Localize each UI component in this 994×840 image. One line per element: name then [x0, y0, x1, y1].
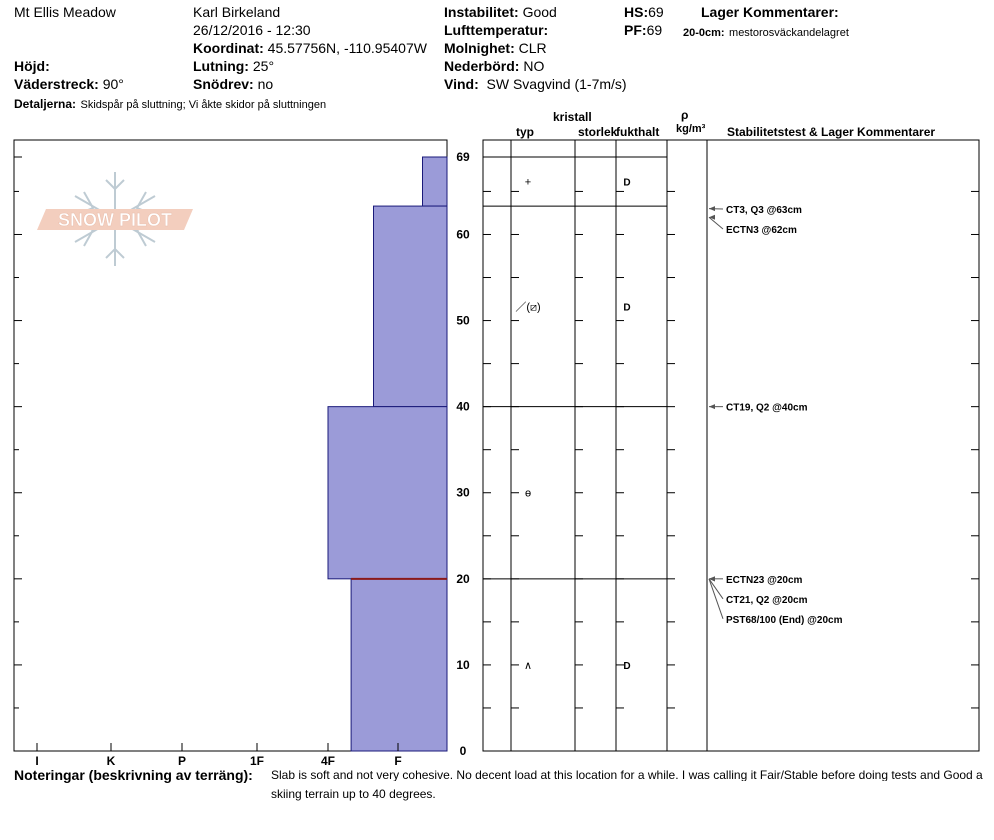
precipitation-label: Nederbörd:	[444, 58, 520, 74]
snow-drift-label: Snödrev:	[193, 76, 254, 92]
aspect: Väderstreck: 90°	[14, 77, 124, 91]
snow-pilot-logo: SNOW PILOT	[37, 172, 193, 266]
elevation-label: Höjd:	[14, 58, 50, 74]
crystal-type-symbol: ɵ	[525, 488, 531, 500]
stability-header: Stabilitetstest & Lager Kommentarer	[727, 125, 936, 139]
hardness-layer-bar	[373, 205, 448, 408]
hardness-label: F	[394, 754, 401, 768]
depth-label: 30	[456, 486, 470, 500]
crystal-type-symbol: ∧	[524, 660, 532, 672]
location-name: Mt Ellis Meadow	[14, 4, 116, 20]
layer-comment-depth: 20-0cm:	[683, 27, 725, 39]
crystal-size-header: storlek	[578, 125, 618, 139]
observation-datetime: 26/12/2016 - 12:30	[193, 22, 311, 38]
stability-test-label: PST68/100 (End) @20cm	[726, 615, 843, 626]
stability-test-label: CT21, Q2 @20cm	[726, 595, 808, 606]
moisture-value: D	[623, 302, 630, 313]
precipitation: Nederbörd: NO	[444, 59, 544, 73]
instability-label: Instabilitet:	[444, 4, 519, 20]
notes-label: Noteringar (beskrivning av terräng):	[14, 767, 253, 783]
snow-drift-value: no	[257, 76, 274, 92]
hardness-layer-bar	[422, 156, 448, 207]
aspect-label: Väderstreck:	[14, 76, 99, 92]
stability-test-leader	[708, 216, 724, 230]
depth-label: 0	[460, 744, 467, 758]
observer-name: Karl Birkeland	[193, 4, 281, 20]
slope: Lutning: 25°	[193, 59, 274, 73]
moisture-value: D	[623, 178, 630, 189]
stability-test-label: CT19, Q2 @40cm	[726, 403, 808, 414]
snow-height-label: HS:	[624, 4, 649, 20]
elevation: Höjd:	[14, 59, 50, 73]
hardness-label: P	[178, 754, 186, 768]
snow-drift: Snödrev: no	[193, 77, 273, 91]
notes-line-2: skiing terrain up to 40 degrees.	[271, 787, 436, 801]
coordinates-value: 45.57756N, -110.95407W	[267, 40, 427, 56]
logo-banner	[37, 209, 193, 230]
arrow-icon	[709, 576, 715, 582]
stability-test-label: ECTN23 @20cm	[726, 575, 803, 586]
air-temperature: Lufttemperatur:	[444, 23, 548, 37]
stability-test-label: ECTN3 @62cm	[726, 225, 797, 236]
depth-label: 60	[456, 227, 470, 241]
crystal-type-header: typ	[516, 125, 534, 139]
cloud-cover: Molnighet: CLR	[444, 41, 547, 55]
stability-test-label: CT3, Q3 @63cm	[726, 205, 802, 216]
penetration-foot-label: PF:	[624, 22, 647, 38]
arrow-icon	[709, 214, 715, 220]
instability: Instabilitet: Good	[444, 5, 557, 19]
crystal-header: kristall	[553, 110, 592, 124]
details-label: Detaljerna:	[14, 97, 77, 111]
crystal-type-symbol: ／(⧄)	[515, 300, 540, 313]
hardness-label: I	[35, 754, 38, 768]
notes-line-1: Slab is soft and not very cohesive. No d…	[271, 769, 983, 781]
depth-label: 40	[456, 400, 470, 414]
hardness-layer-bar	[327, 406, 448, 580]
hardness-label: 4F	[321, 754, 335, 768]
cloud-cover-label: Molnighet:	[444, 40, 515, 56]
snow-height: HS:69	[624, 5, 664, 19]
coordinates: Koordinat: 45.57756N, -110.95407W	[193, 41, 427, 55]
slope-value: 25°	[252, 58, 275, 74]
wind-value: SW Svagvind (1-7m/s)	[486, 76, 627, 92]
crystal-type-symbol: +	[525, 177, 531, 189]
layer-comment-text: mestorosväckandelagret	[729, 27, 849, 39]
penetration-foot-value: 69	[646, 22, 663, 38]
wind: Vind: SW Svagvind (1-7m/s)	[444, 77, 627, 91]
aspect-value: 90°	[102, 76, 124, 92]
air-temperature-label: Lufttemperatur:	[444, 22, 549, 38]
depth-label: 20	[456, 572, 470, 586]
moisture-value: D	[623, 661, 630, 672]
wind-label: Vind:	[444, 76, 479, 92]
depth-label: 10	[456, 658, 470, 672]
layer-comment: 20-0cm: mestorosväckandelagret	[683, 24, 849, 40]
logo-text: SNOW PILOT	[58, 210, 172, 230]
arrow-icon	[709, 206, 715, 212]
arrow-icon	[709, 404, 715, 410]
cloud-cover-value: CLR	[518, 40, 547, 56]
hardness-label: K	[107, 754, 116, 768]
depth-label: 69	[456, 150, 470, 164]
stability-test-leader	[708, 578, 724, 619]
layer-comments-title: Lager Kommentarer:	[701, 4, 839, 20]
snow-height-value: 69	[648, 4, 664, 20]
penetration-foot: PF:69	[624, 23, 662, 37]
details-value: Skidspår på sluttning; Vi åkte skidor på…	[80, 99, 327, 111]
depth-label: 50	[456, 314, 470, 328]
moisture-header: fukthalt	[616, 125, 660, 139]
instability-value: Good	[522, 4, 557, 20]
density-unit: kg/m³	[676, 123, 706, 135]
details: Detaljerna: Skidspår på sluttning; Vi åk…	[14, 96, 326, 112]
density-symbol: ρ	[681, 108, 689, 122]
coordinates-label: Koordinat:	[193, 40, 264, 56]
slope-label: Lutning:	[193, 58, 249, 74]
hardness-layer-bar	[350, 578, 448, 752]
hardness-label: 1F	[250, 754, 264, 768]
crystal-table-frame	[482, 139, 980, 752]
stability-test-leader	[708, 578, 724, 600]
precipitation-value: NO	[523, 58, 545, 74]
